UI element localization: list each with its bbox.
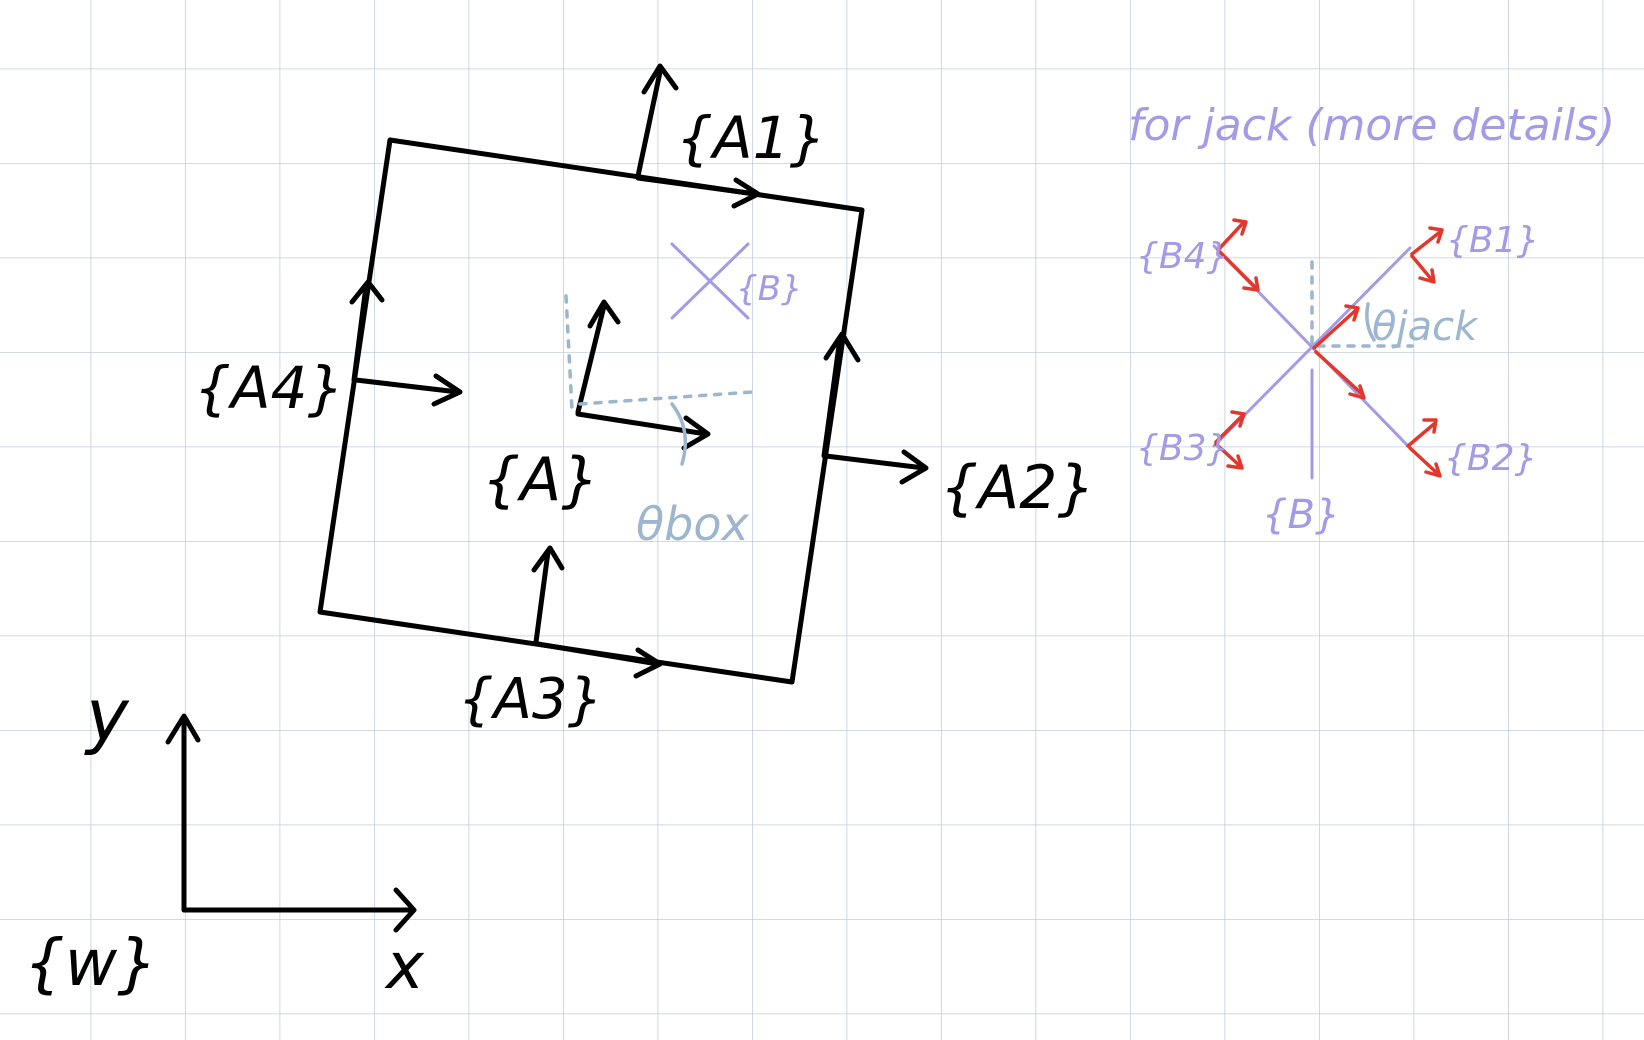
theta-box-label: θbox [636,497,749,551]
jack-b2-label: {B2} [1444,438,1537,479]
jack-b1-label: {B1} [1446,220,1539,261]
jack-b4-label: {B4} [1136,236,1229,277]
side-frame-a4 [349,279,463,407]
world-frame-label: {w} [24,927,158,1001]
jack-center-frame [1312,304,1366,400]
side-frame-a1 [635,63,761,209]
side-a3-label: {A3} [458,667,603,732]
side-a1-label: {A1} [676,104,826,172]
y-axis-label: y [84,673,130,757]
world-frame [165,713,417,933]
small-jack [670,242,750,320]
theta-jack-label: θjack [1372,304,1479,350]
jack-b3-frame [1214,410,1246,470]
jack-detail-title: for jack (more details) [1128,100,1615,151]
side-frame-a3 [531,545,663,679]
theta-box-angle [564,294,754,466]
jack-b1-frame [1410,226,1444,284]
jack-center-label: {B} [1262,492,1340,538]
jack-b3-label: {B3} [1136,428,1229,469]
box-center-label: {A} [482,445,599,515]
small-jack-label: {B} [736,269,803,309]
jack-b4-frame [1216,218,1260,292]
jack-b2-frame [1406,418,1442,478]
side-frame-a2 [821,331,929,485]
side-a4-label: {A4} [194,354,344,422]
x-axis-label: x [384,930,425,1004]
side-a2-label: {A2} [940,453,1096,523]
